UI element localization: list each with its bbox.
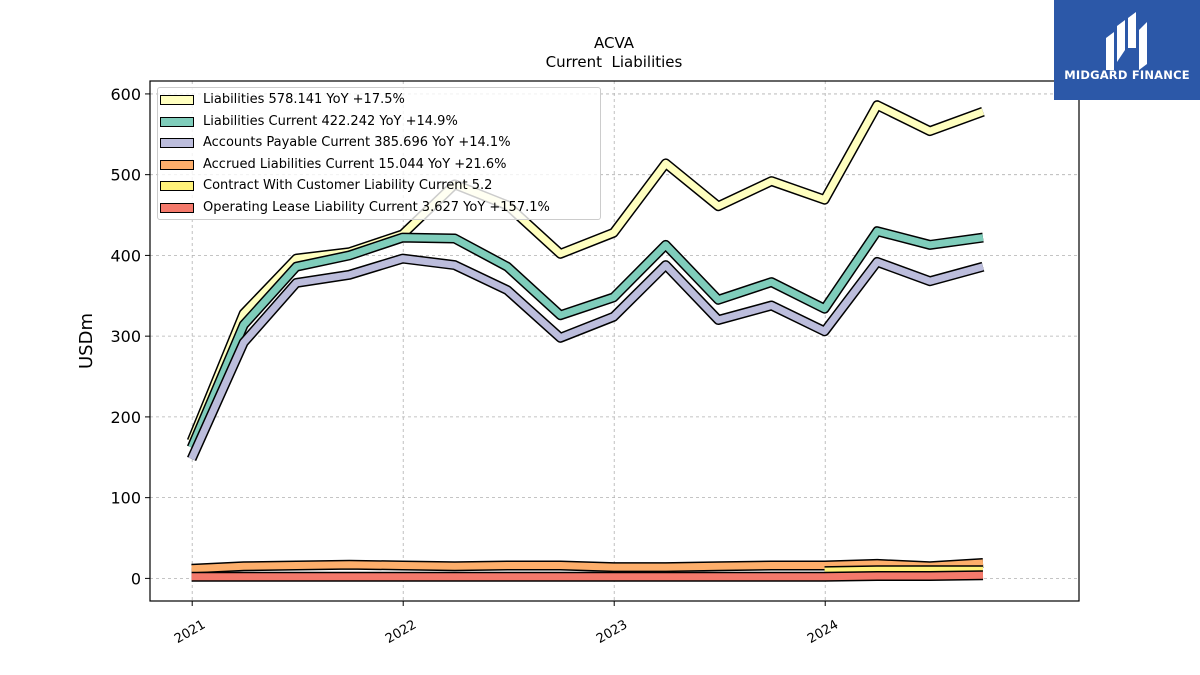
series-line-liabilities (188, 101, 985, 443)
chart-subtitle: Current Liabilities (546, 53, 683, 71)
y-tick-label: 300 (110, 327, 141, 346)
legend-label: Accrued Liabilities Current 15.044 YoY +… (203, 156, 507, 172)
legend-item: Accrued Liabilities Current 15.044 YoY +… (158, 155, 600, 175)
brand-name: MIDGARD FINANCE (1064, 68, 1190, 82)
series-line-accrued-liabilities-current (191, 559, 984, 573)
series-line-operating-lease-liability-current (191, 571, 984, 581)
legend-item: Accounts Payable Current 385.696 YoY +14… (158, 133, 600, 153)
legend-swatch (160, 95, 194, 105)
legend-item: Contract With Customer Liability Current… (158, 176, 600, 196)
chart-legend: Liabilities 578.141 YoY +17.5% Liabilitie… (157, 87, 601, 220)
series-line-liabilities-current (188, 227, 984, 449)
series-line-accounts-payable-current-outline (187, 253, 985, 461)
midgard-logo-icon (1106, 12, 1147, 70)
legend-item: Operating Lease Liability Current 3.627 … (158, 198, 600, 218)
y-tick-label: 500 (110, 166, 141, 185)
y-tick-label: 0 (131, 569, 141, 588)
legend-swatch (160, 202, 194, 213)
legend-label: Contract With Customer Liability Current… (203, 178, 493, 193)
x-axis-ticks: 2021 2022 2023 2024 (172, 601, 841, 647)
y-tick-label: 200 (110, 408, 141, 427)
y-axis-ticks: 0 100 200 300 400 500 600 (110, 85, 150, 588)
legend-label: Liabilities Current 422.242 YoY +14.9% (203, 113, 458, 129)
brand-logo: MIDGARD FINANCE (1054, 0, 1200, 100)
legend-swatch (160, 159, 194, 170)
y-tick-label: 400 (110, 246, 141, 265)
legend-label: Accounts Payable Current 385.696 YoY +14… (203, 135, 511, 150)
x-tick-label: 2021 (172, 617, 208, 647)
legend-swatch (160, 138, 194, 148)
series-line-contract-with-customer-liability-current (824, 566, 983, 575)
legend-label: Operating Lease Liability Current 3.627 … (203, 199, 550, 215)
x-tick-label: 2022 (383, 617, 419, 647)
legend-item: Liabilities Current 422.242 YoY +14.9% (158, 112, 600, 132)
legend-label: Liabilities 578.141 YoY +17.5% (203, 92, 405, 107)
x-tick-label: 2023 (594, 617, 630, 647)
legend-item: Liabilities 578.141 YoY +17.5% (158, 90, 600, 110)
series-line-accounts-payable-current (188, 255, 984, 461)
y-tick-label: 600 (110, 85, 141, 104)
y-tick-label: 100 (110, 489, 141, 508)
legend-swatch (160, 181, 194, 191)
x-tick-label: 2024 (805, 617, 841, 647)
chart-title: ACVA (594, 34, 635, 52)
grid-lines (150, 81, 1079, 601)
y-axis-label: USDm (76, 313, 97, 369)
series-group (186, 100, 985, 582)
legend-swatch (160, 116, 194, 127)
